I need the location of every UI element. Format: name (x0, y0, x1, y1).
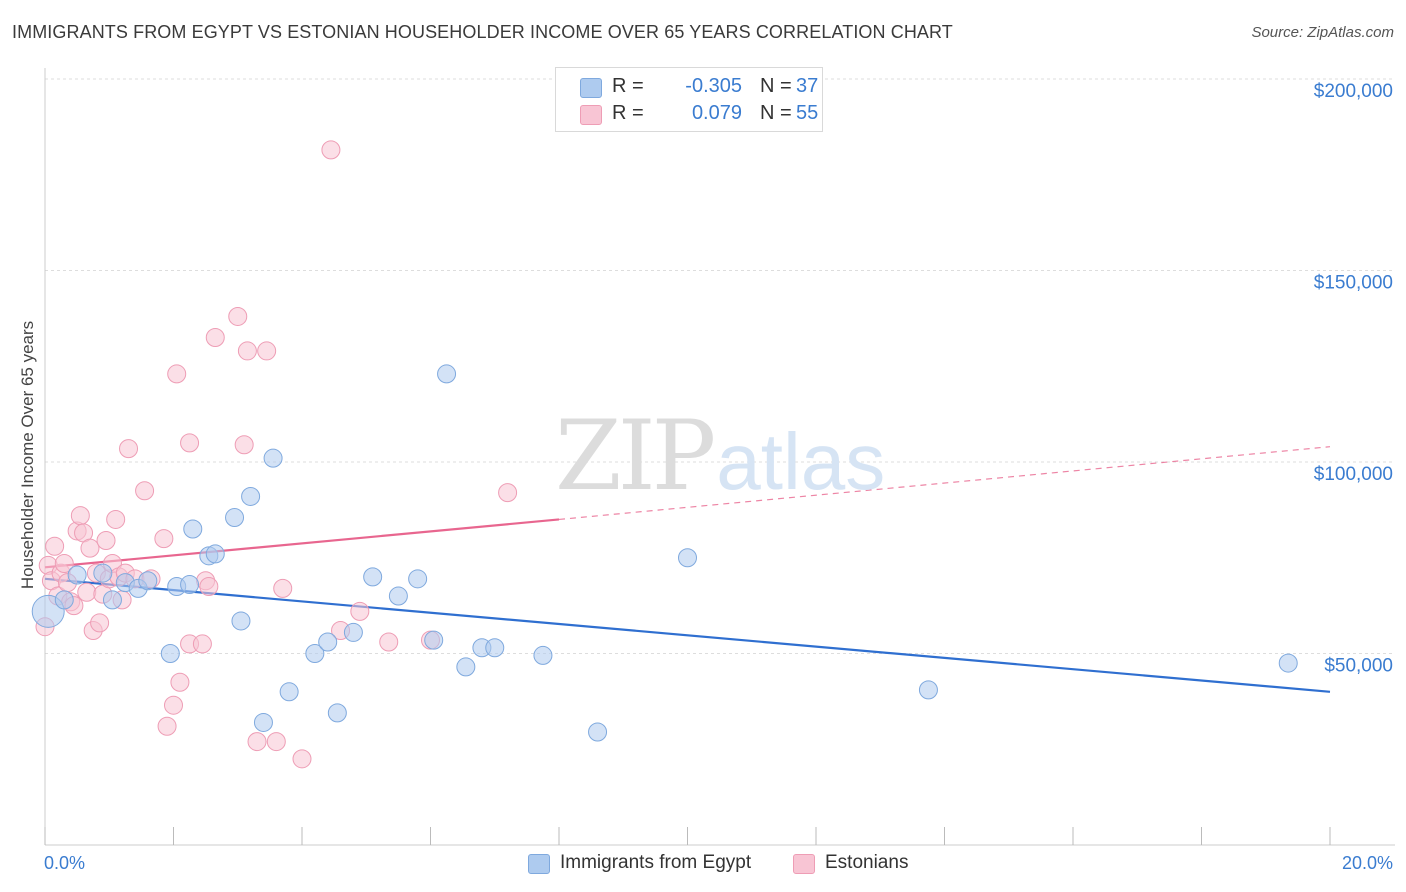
estonians-point (199, 576, 219, 596)
x-tick-labels: 0.0% 20.0% (44, 853, 1393, 873)
egypt-point (183, 519, 203, 539)
estonians-point (170, 672, 190, 692)
estonians-point (350, 601, 370, 621)
egypt-point (485, 638, 505, 658)
estonians-point (80, 538, 100, 558)
chart-title: IMMIGRANTS FROM EGYPT VS ESTONIAN HOUSEH… (12, 22, 953, 42)
y-axis-label: Householder Income Over 65 years (18, 320, 37, 590)
bottom-legend-swatch-egypt (528, 854, 550, 874)
gridlines (45, 78, 1395, 654)
estonians-point (205, 328, 225, 348)
chart-source: Source: ZipAtlas.com (1251, 24, 1394, 41)
x-tick-label: 0.0% (44, 853, 85, 873)
estonians-point (247, 732, 267, 752)
x-tick-label: 20.0% (1342, 853, 1393, 873)
estonians-trend-line-extension (558, 446, 1331, 521)
egypt-point (253, 712, 273, 732)
estonians-point (257, 341, 277, 361)
bottom-legend-label-estonians: Estonians (825, 852, 909, 873)
legend-n-label: N = (760, 102, 792, 124)
legend-r-value-estonians: 0.079 (691, 102, 742, 124)
egypt-point (263, 448, 283, 468)
egypt-point (138, 571, 158, 591)
egypt-point (343, 622, 363, 642)
estonians-point (135, 481, 155, 501)
y-tick-label: $150,000 (1314, 273, 1393, 294)
estonians-point (154, 529, 174, 549)
y-tick-label: $200,000 (1314, 81, 1393, 102)
estonians-point (96, 531, 116, 551)
y-tick-label: $100,000 (1314, 464, 1393, 485)
egypt-point (678, 548, 697, 568)
bottom-legend-swatch-estonians (793, 854, 815, 874)
estonians-point (77, 582, 97, 602)
egypt-point (408, 569, 428, 589)
y-tick-label: $50,000 (1324, 656, 1393, 677)
egypt-point (54, 590, 74, 610)
legend-swatch-estonians (580, 105, 602, 125)
estonians-point (321, 140, 341, 160)
correlation-legend: R = -0.305 N = 37 R = 0.079 N = 55 (555, 67, 823, 132)
estonians-point (70, 506, 90, 526)
estonians-point (498, 483, 518, 503)
egypt-point (388, 586, 408, 606)
legend-n-label: N = (760, 75, 792, 97)
egypt-point (437, 364, 457, 384)
legend-swatch-egypt (580, 78, 602, 98)
estonians-point (157, 716, 177, 736)
egypt-points (31, 364, 1298, 742)
egypt-point (318, 632, 338, 652)
estonians-point (164, 695, 183, 715)
legend-n-value-estonians: 55 (796, 102, 819, 124)
estonians-point (237, 341, 257, 361)
egypt-point (456, 657, 476, 677)
estonians-point (119, 439, 139, 459)
estonians-point (273, 578, 293, 598)
axes (44, 68, 1395, 846)
legend-r-label: R = (612, 102, 644, 124)
egypt-point (241, 486, 261, 506)
estonians-point (167, 364, 187, 384)
estonians-point (379, 632, 399, 652)
estonians-point (292, 749, 312, 769)
egypt-trend-line (44, 577, 1331, 693)
egypt-point (305, 644, 325, 663)
trend-lines (44, 446, 1331, 693)
egypt-point (588, 722, 608, 742)
estonians-point (90, 613, 110, 633)
egypt-point (225, 508, 245, 528)
estonians-point (45, 536, 65, 556)
estonians-point (266, 732, 286, 752)
egypt-point (205, 544, 225, 564)
egypt-point (180, 575, 200, 595)
estonians-point (228, 306, 248, 326)
legend-n-value-egypt: 37 (796, 75, 819, 97)
estonians-point (180, 433, 200, 453)
egypt-point (424, 630, 444, 650)
bottom-legend-label-egypt: Immigrants from Egypt (560, 852, 752, 873)
estonians-trend-line (44, 518, 560, 569)
estonians-point (234, 435, 254, 455)
egypt-point (231, 611, 251, 631)
estonians-point (192, 634, 212, 654)
legend-r-value-egypt: -0.305 (685, 75, 742, 97)
estonians-point (54, 553, 74, 573)
egypt-point (363, 567, 383, 587)
egypt-point (1278, 653, 1298, 673)
egypt-point (918, 680, 938, 700)
egypt-point (279, 682, 299, 702)
estonians-point (106, 509, 126, 529)
egypt-point (93, 563, 113, 583)
egypt-point (67, 565, 87, 585)
y-tick-labels: $50,000 $100,000 $150,000 $200,000 (1314, 81, 1393, 677)
egypt-point (102, 590, 122, 610)
egypt-point (160, 644, 180, 663)
legend-r-label: R = (612, 75, 644, 97)
egypt-point (327, 703, 347, 723)
egypt-point (533, 645, 553, 665)
